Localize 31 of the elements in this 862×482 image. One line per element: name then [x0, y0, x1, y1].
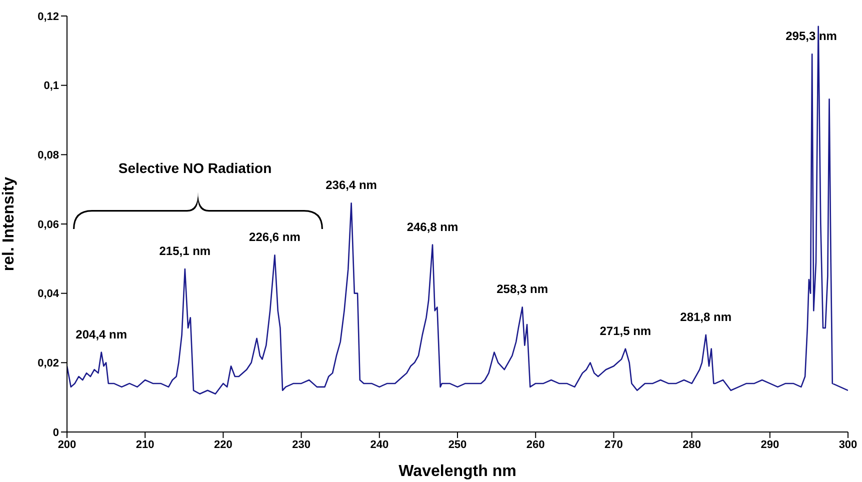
x-tick-label: 290 [760, 438, 780, 451]
annotation: 258,3 nm [496, 282, 548, 296]
y-axis-title: rel. Intensity [0, 176, 18, 272]
x-tick-label: 270 [604, 438, 623, 451]
y-tick-label: 0,1 [44, 80, 59, 92]
y-tick-label: 0 [52, 426, 59, 439]
x-tick-label: 200 [58, 438, 76, 451]
line-series [67, 26, 848, 395]
x-tick-label: 280 [682, 438, 701, 451]
x-axis-title: Wavelength nm [398, 463, 516, 480]
x-tick-label: 230 [292, 438, 310, 451]
annotation: 271,5 nm [600, 324, 652, 338]
annotation: 226,6 nm [249, 230, 300, 244]
y-tick-label: 0,06 [38, 218, 59, 231]
annotation: 204,4 nm [76, 327, 128, 342]
x-tick-label: 210 [136, 438, 154, 451]
annotation: 215,1 nm [159, 244, 211, 258]
annotation: 236,4 nm [326, 178, 377, 192]
x-tick-label: 300 [838, 438, 858, 451]
x-tick-label: 240 [370, 438, 389, 451]
y-tick-label: 0,08 [38, 150, 59, 162]
x-tick-label: 220 [214, 438, 232, 451]
y-tick-label: 0,04 [38, 288, 60, 300]
y-tick-label: 0,02 [38, 358, 59, 370]
annotation: 295,3 nm [786, 29, 837, 44]
annotation: 281,8 nm [680, 310, 732, 324]
x-tick-label: 250 [448, 438, 467, 451]
x-tick-label: 260 [526, 438, 545, 451]
y-tick-label: 0,12 [38, 10, 59, 23]
annotation: Selective NO Radiation [117, 160, 273, 176]
annotation: 246,8 nm [406, 220, 458, 234]
